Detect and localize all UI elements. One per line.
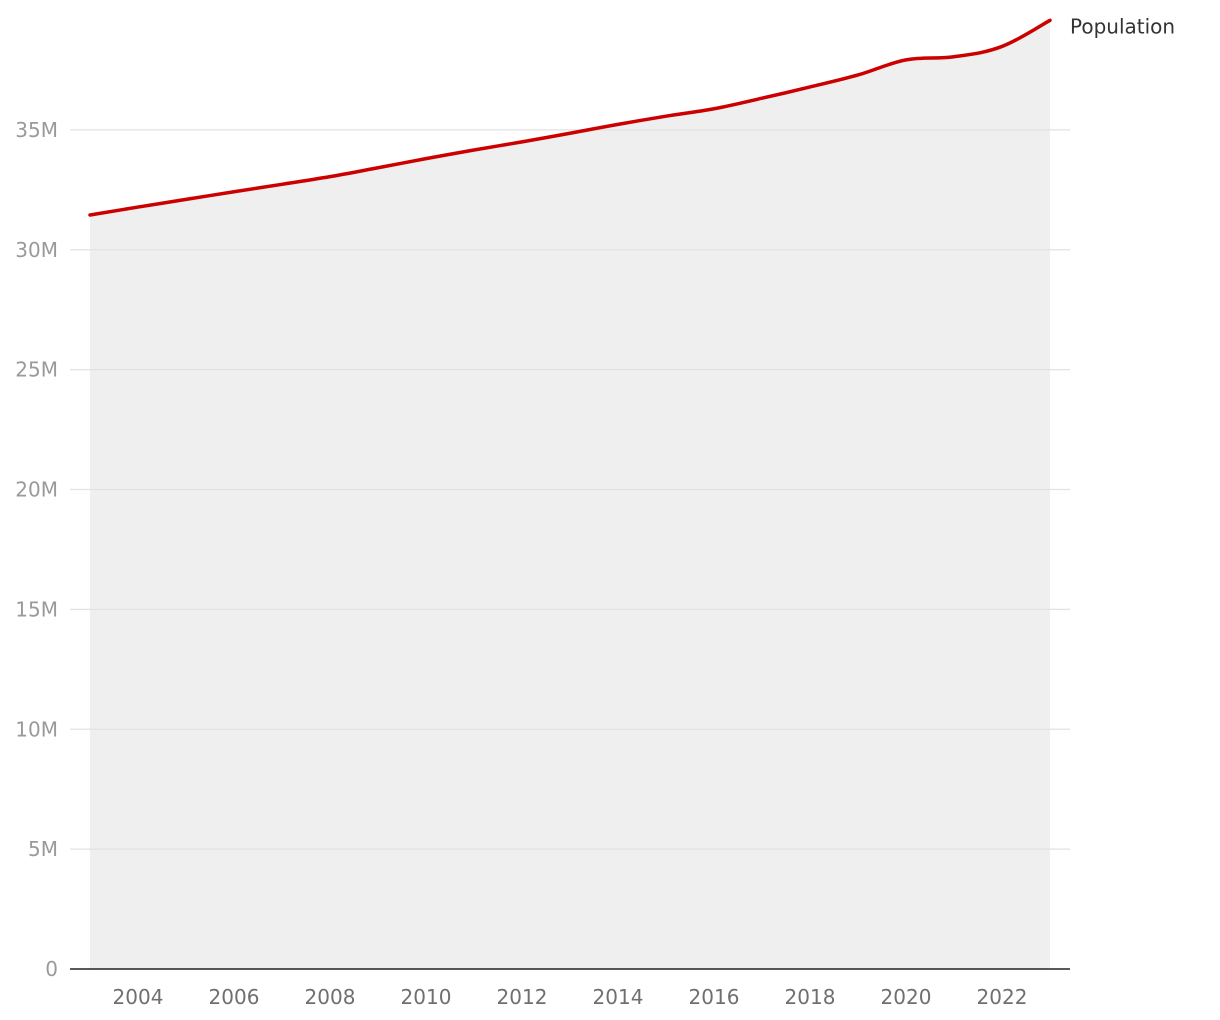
x-tick-label-2022: 2022: [977, 985, 1028, 1009]
gridlines: [70, 129, 1070, 850]
labels: Population 0 5M 10M 15M 20M 25M 30M 35M 2004 2006 2…: [15, 14, 1175, 1009]
series-line-0: [88, 18, 1052, 217]
x-tick-label-2012: 2012: [497, 985, 548, 1009]
y-tick-label-5M: 5M: [28, 837, 58, 861]
line-layer: [88, 18, 1052, 217]
x-tick-label-2006: 2006: [209, 985, 260, 1009]
x-tick-label-2016: 2016: [689, 985, 740, 1009]
x-tick-label-2014: 2014: [593, 985, 644, 1009]
x-tick-label-2018: 2018: [785, 985, 836, 1009]
x-tick-label-2008: 2008: [305, 985, 356, 1009]
area-layer: [90, 20, 1050, 970]
series-label-0: Population: [1070, 14, 1175, 38]
x-tick-label-2010: 2010: [401, 985, 452, 1009]
series-area-0: [90, 20, 1050, 970]
y-tick-label-10M: 10M: [15, 717, 58, 741]
y-tick-label-0: 0: [45, 957, 58, 981]
y-tick-label-30M: 30M: [15, 238, 58, 262]
x-tick-label-2004: 2004: [113, 985, 164, 1009]
x-tick-label-2020: 2020: [881, 985, 932, 1009]
y-tick-label-25M: 25M: [15, 358, 58, 382]
y-tick-label-20M: 20M: [15, 478, 58, 502]
y-tick-label-35M: 35M: [15, 118, 58, 142]
y-tick-label-15M: 15M: [15, 597, 58, 621]
